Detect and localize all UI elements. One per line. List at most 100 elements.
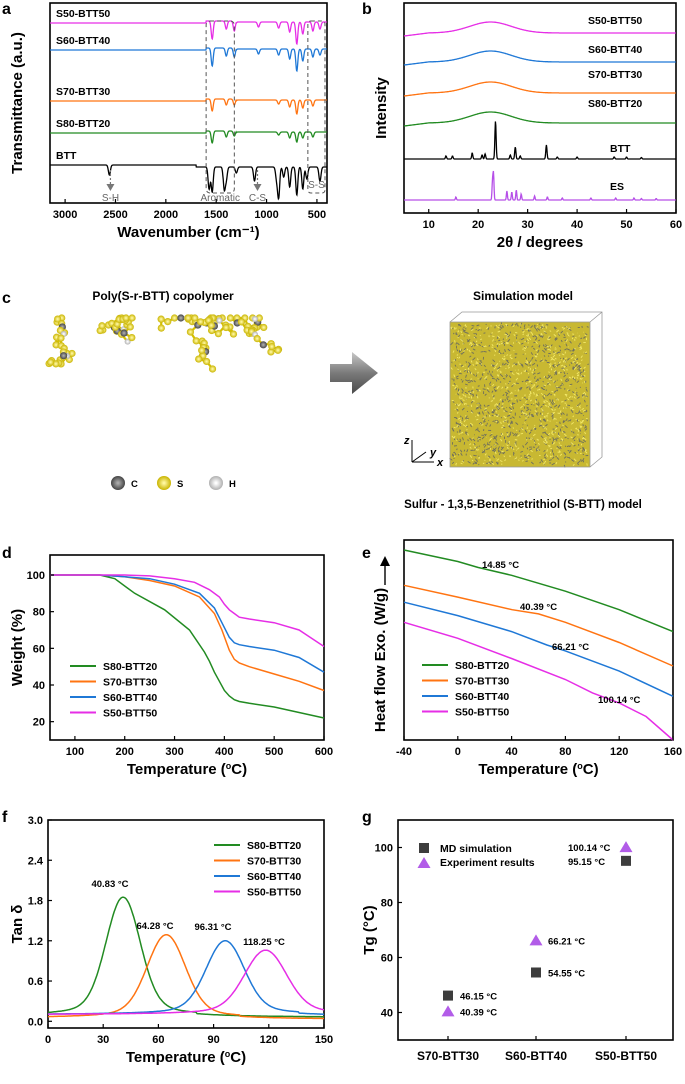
tga-xtick-label: 600 xyxy=(315,746,333,758)
xrd-series-line xyxy=(404,170,676,201)
panel-label-c: c xyxy=(2,290,11,307)
simulation-texture xyxy=(450,323,588,467)
xrd-xtick-label: 10 xyxy=(423,219,435,231)
dma-xtick-label: 30 xyxy=(97,1034,109,1046)
tga-xtick-label: 100 xyxy=(66,746,84,758)
tga-ytick-label: 60 xyxy=(33,643,45,655)
polymer-atom xyxy=(120,329,128,337)
polymer-atom xyxy=(57,334,65,342)
xrd-xtick-label: 60 xyxy=(670,219,682,231)
right-arrow-icon xyxy=(330,352,378,394)
legend-square-icon xyxy=(419,843,429,853)
dma-legend-label: S80-BTT20 xyxy=(247,840,301,852)
tga-xtick-label: 300 xyxy=(165,746,183,758)
legend-c-label: C xyxy=(131,479,138,490)
polymer-atom xyxy=(192,337,200,345)
dma-peak-label: 118.25 °C xyxy=(243,937,285,948)
model-caption: Sulfur - 1,3,5-Benzenetrithiol (S-BTT) m… xyxy=(404,499,642,511)
polymer-atom xyxy=(222,323,230,332)
dma-peak-label: 96.31 °C xyxy=(194,922,231,933)
axis-y-label: y xyxy=(429,447,437,459)
tga-frame xyxy=(49,554,325,741)
tga-ytick-label: 80 xyxy=(33,607,45,619)
copolymer-molecule-image xyxy=(45,314,283,373)
polymer-atom xyxy=(170,314,179,322)
panel-label-f: f xyxy=(2,809,8,826)
tga-legend-label: S70-BTT30 xyxy=(103,677,157,689)
polymer-atom xyxy=(60,352,68,360)
md-simulation-marker xyxy=(443,990,453,1001)
simulation-box-image xyxy=(449,311,603,468)
polymer-atom xyxy=(226,314,235,322)
xrd-series-label: S70-BTT30 xyxy=(588,69,642,81)
ftir-y-axis-label: Transmittance (a.u.) xyxy=(9,32,26,174)
dma-series-line xyxy=(48,934,324,1020)
experiment-marker xyxy=(529,934,543,946)
dsc-legend-label: S70-BTT30 xyxy=(455,676,509,688)
dma-peak-label: 64.28 °C xyxy=(136,921,173,932)
dma-y-axis-label: Tan δ xyxy=(9,905,26,944)
tga-series-line xyxy=(50,574,325,673)
legend-s-label: S xyxy=(177,479,183,490)
dma-ytick-label: 0.6 xyxy=(28,976,43,988)
xrd-xtick-label: 40 xyxy=(571,219,583,231)
dma-ytick-label: 1.2 xyxy=(28,936,43,948)
dsc-series-line xyxy=(403,549,674,633)
polymer-atom xyxy=(128,314,136,322)
axis-x-label: x xyxy=(436,457,444,469)
ftir-series-line xyxy=(50,20,327,46)
ftir-series-label: S50-BTT50 xyxy=(56,8,110,20)
simulation-box-edges xyxy=(449,311,603,468)
tga-ytick-label: 100 xyxy=(27,570,45,582)
polymer-atom xyxy=(184,314,192,322)
polymer-atom xyxy=(268,342,276,351)
tga-series-line xyxy=(50,574,325,648)
legend-h-label: H xyxy=(229,479,236,490)
experiment-marker xyxy=(619,841,633,853)
dma-legend-label: S50-BTT50 xyxy=(247,887,301,899)
polymer-atom xyxy=(251,316,258,323)
dsc-tg-label: 40.39 °C xyxy=(520,602,557,613)
dma-ytick-label: 3.0 xyxy=(28,815,43,827)
dma-xtick-label: 90 xyxy=(207,1034,219,1046)
panel-label-a: a xyxy=(2,1,11,18)
xrd-series-line xyxy=(403,21,676,37)
axes-triad-icon xyxy=(411,440,434,463)
tga-legend-label: S50-BTT50 xyxy=(103,708,157,720)
ftir-xtick-label: 1000 xyxy=(254,209,278,221)
aromatic-region-box xyxy=(205,20,235,194)
polymer-atom xyxy=(198,346,206,354)
polymer-atom xyxy=(186,328,195,336)
tg-category-label: S50-BTT50 xyxy=(595,1049,657,1063)
polymer-atom xyxy=(124,338,131,345)
tga-series-line xyxy=(50,574,325,692)
ftir-xtick-label: 1500 xyxy=(204,209,228,221)
dsc-series-line xyxy=(403,601,674,697)
exo-arrow-icon xyxy=(380,556,390,566)
dma-legend-label: S70-BTT30 xyxy=(247,856,301,868)
panel-label-b: b xyxy=(362,1,372,18)
ftir-xtick-label: 2500 xyxy=(103,209,127,221)
panel-label-e: e xyxy=(362,545,371,562)
annotation-s-s: S-S xyxy=(308,180,325,191)
polymer-atom xyxy=(191,314,199,322)
ftir-xtick-label: 2000 xyxy=(154,209,178,221)
xrd-series-label: S60-BTT40 xyxy=(588,44,642,56)
tga-xtick-label: 500 xyxy=(265,746,283,758)
md-simulation-marker xyxy=(621,855,631,866)
polymer-atom xyxy=(177,314,185,322)
dsc-xtick-label: 120 xyxy=(610,746,628,758)
polymer-atom xyxy=(122,314,130,322)
xrd-series-line xyxy=(403,50,676,66)
experiment-marker xyxy=(441,1005,455,1017)
dma-frame xyxy=(47,819,325,1029)
dma-ytick-label: 1.8 xyxy=(28,896,43,908)
ftir-x-axis-label: Wavenumber (cm⁻¹) xyxy=(117,224,259,241)
tg-point-label: 66.21 °C xyxy=(548,936,585,947)
panel-label-d: d xyxy=(2,545,12,562)
polymer-atom xyxy=(274,346,282,354)
ftir-series-line xyxy=(50,130,327,144)
xrd-xtick-label: 20 xyxy=(472,219,484,231)
tga-ytick-label: 40 xyxy=(33,680,45,692)
tg-point-label: 40.39 °C xyxy=(460,1007,497,1018)
